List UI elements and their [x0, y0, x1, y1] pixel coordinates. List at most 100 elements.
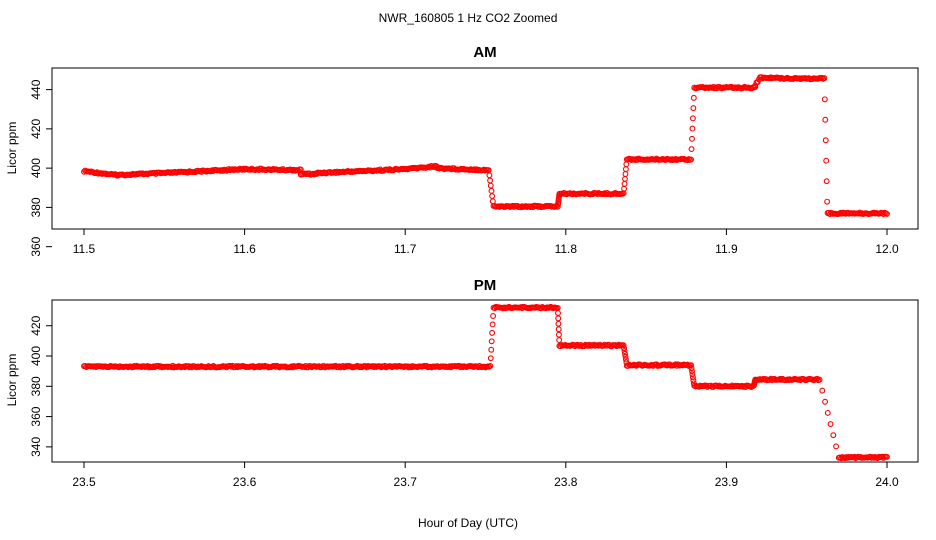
pm-plot-frame — [51, 299, 919, 463]
am-x-axis: 11.5 11.6 11.7 11.8 11.9 12.0 — [73, 229, 899, 256]
pm-y-axis-label: Licor ppm — [5, 354, 19, 407]
pm-transition-point — [489, 329, 496, 336]
pm-y-tick-label: 340 — [29, 437, 43, 457]
am-transition-point — [621, 180, 628, 187]
pm-data-point — [816, 376, 823, 383]
am-transition-point — [623, 161, 630, 168]
am-y-tick-label: 420 — [29, 119, 43, 139]
am-transition-point — [689, 115, 696, 122]
pm-transition-point — [488, 346, 495, 353]
pm-transition-point — [487, 355, 494, 362]
pm-transition-point — [556, 337, 563, 343]
pm-transition-point — [555, 315, 562, 322]
pm-transition-point — [621, 348, 628, 354]
pm-transition-point — [824, 409, 831, 416]
am-y-axis-label: Licor ppm — [5, 122, 19, 175]
am-transition-point — [622, 166, 629, 173]
am-transition-point — [689, 135, 695, 142]
pm-y-axis: 340 360 380 400 420 — [29, 315, 52, 457]
am-transition-point — [689, 125, 696, 132]
am-transition-point — [622, 175, 628, 182]
pm-transition-point — [623, 359, 630, 366]
pm-transition-point — [833, 443, 840, 450]
am-y-tick-label: 360 — [29, 236, 43, 256]
am-transition-point — [822, 116, 829, 123]
pm-data-point — [487, 363, 494, 369]
pm-transition-point — [555, 320, 562, 327]
am-transition-point — [821, 96, 828, 103]
am-x-tick-label: 11.9 — [715, 242, 738, 256]
am-transition-point — [487, 177, 494, 184]
am-panel-title: AM — [473, 44, 496, 61]
am-transition-point — [824, 198, 831, 205]
pm-data-point — [884, 453, 890, 460]
am-panel: AM Licor ppm 11.5 11.6 11.7 11.8 11.9 12.0 36… — [5, 44, 919, 257]
pm-transition-point — [690, 377, 697, 384]
am-transition-point — [488, 187, 495, 194]
am-transition-point — [487, 182, 494, 189]
pm-transition-point — [555, 326, 562, 333]
pm-y-tick-label: 360 — [29, 406, 43, 426]
pm-transition-point — [822, 398, 828, 405]
pm-transition-point — [689, 371, 696, 378]
am-data-points — [81, 74, 890, 218]
am-transition-point — [556, 192, 563, 199]
am-data-point — [685, 156, 692, 163]
am-data-point — [688, 156, 695, 163]
am-y-axis: 360 380 400 420 440 — [29, 79, 52, 257]
pm-transition-point — [489, 321, 496, 328]
am-data-point — [553, 202, 560, 209]
pm-x-axis: 23.5 23.6 23.7 23.8 23.9 24.0 — [72, 462, 899, 489]
pm-y-tick-label: 400 — [29, 346, 43, 366]
am-y-tick-label: 380 — [29, 197, 43, 217]
am-data-point — [821, 75, 828, 82]
pm-transition-point — [830, 432, 837, 439]
am-transition-point — [823, 178, 830, 185]
pm-transition-point — [689, 374, 696, 381]
pm-transition-point — [555, 310, 561, 316]
pm-transition-point — [690, 380, 697, 387]
am-y-tick-label: 400 — [29, 158, 43, 178]
pm-transition-point — [622, 350, 628, 357]
pm-transition-point — [622, 356, 629, 363]
pm-transition-point — [488, 338, 495, 345]
pm-data-point — [688, 362, 695, 369]
am-transition-point — [489, 198, 496, 205]
am-transition-point — [489, 193, 496, 199]
am-transition-point — [486, 172, 493, 179]
pm-transition-point — [827, 421, 834, 427]
am-y-tick-label: 440 — [29, 79, 43, 99]
pm-transition-point — [819, 387, 826, 394]
am-transition-point — [823, 157, 830, 164]
pm-transition-point — [490, 313, 497, 319]
pm-transition-point — [752, 377, 759, 384]
am-data-point — [884, 210, 890, 217]
pm-transition-point — [688, 365, 695, 372]
pm-y-tick-label: 420 — [29, 315, 43, 335]
pm-x-tick-label: 23.6 — [233, 475, 257, 489]
pm-transition-point — [689, 368, 695, 375]
am-x-tick-label: 11.6 — [233, 242, 256, 256]
pm-panel: PM Licor ppm 23.5 23.6 23.7 23.8 23.9 24.0 34… — [5, 277, 919, 489]
pm-transition-point — [622, 353, 629, 360]
am-plot-frame — [51, 67, 919, 230]
am-x-tick-label: 12.0 — [875, 242, 899, 256]
am-transition-point — [822, 137, 829, 144]
pm-panel-title: PM — [474, 277, 497, 294]
am-data-point — [554, 203, 561, 210]
pm-x-tick-label: 23.7 — [394, 475, 418, 489]
am-x-tick-label: 11.7 — [394, 242, 417, 256]
pm-x-tick-label: 23.8 — [554, 475, 578, 489]
pm-data-point — [620, 342, 627, 349]
am-transition-point — [690, 105, 697, 112]
pm-x-tick-label: 23.5 — [72, 475, 96, 489]
figure-title: NWR_160805 1 Hz CO2 Zoomed — [379, 11, 558, 25]
am-data-point — [684, 157, 691, 164]
am-transition-point — [690, 94, 697, 101]
pm-transition-point — [621, 345, 628, 352]
pm-x-tick-label: 24.0 — [875, 475, 899, 489]
pm-y-tick-label: 380 — [29, 376, 43, 396]
pm-data-points — [81, 303, 890, 462]
pm-transition-point — [555, 331, 562, 338]
